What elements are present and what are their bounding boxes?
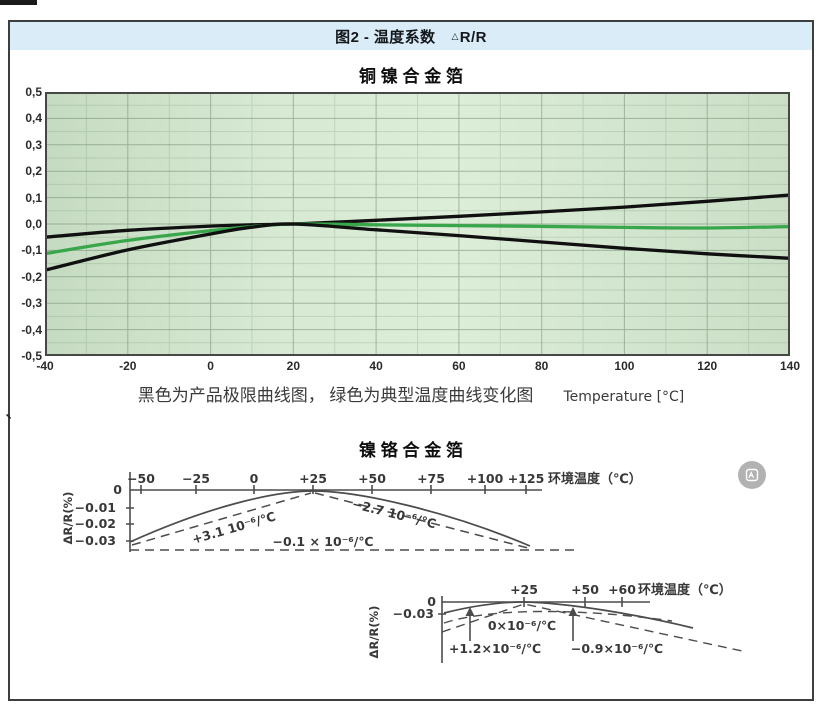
sketchB-xlabel: 环境温度（℃） (638, 582, 732, 598)
sketchB-x-tick: +25 (510, 582, 538, 597)
x-tick-label: 0 (207, 359, 214, 373)
stray-punctuation: 、 (5, 402, 23, 422)
sketchA-y-tick: −0.02 (75, 516, 116, 531)
sketchB-ylabel: ΔR/R(%) (367, 606, 381, 659)
sketchA-y-tick: −0.03 (75, 533, 116, 548)
sketchB-y-tick: −0.03 (393, 606, 434, 621)
sketchA-x-tick: +25 (299, 471, 327, 486)
sketchB-x-tick: +50 (571, 582, 599, 597)
x-tick-label: -20 (119, 359, 137, 373)
y-tick-label: -0,1 (21, 243, 42, 258)
sketchB-y-tick: 0 (427, 594, 436, 609)
chart1-x-axis-title: Temperature [°C] (563, 389, 685, 405)
sketchA-xlabel: 环境温度（℃） (548, 471, 642, 487)
curve-typical (45, 222, 790, 256)
sketchA-x-tick: −50 (127, 471, 155, 486)
x-tick-label: 120 (697, 359, 718, 373)
x-tick-label: 80 (534, 359, 549, 373)
figure-title: 图2 - 温度系数 △R/R (335, 26, 487, 47)
curve-lower-limit (45, 222, 790, 272)
sketchA-x-tick: +75 (417, 471, 445, 486)
y-tick-label: -0,4 (21, 322, 42, 337)
y-tick-label: 0,5 (25, 85, 42, 99)
ocr-icon-glyph (745, 468, 759, 482)
y-tick-label: -0,3 (21, 296, 42, 311)
sketchA-axes (126, 472, 542, 552)
y-tick-label: 0,0 (25, 217, 42, 231)
chart1-plot (45, 92, 790, 356)
sketchA-annotation: −0.1 × 10⁻⁶/℃ (273, 534, 374, 549)
sketchB-dashed-lines (441, 603, 743, 652)
sketchA-x-tick: 0 (250, 471, 259, 486)
sketchB-annotation: −0.9×10⁻⁶/℃ (571, 641, 663, 656)
y-tick-label: -0,5 (21, 349, 42, 363)
delta-symbol: △ (451, 30, 459, 41)
x-tick-label: 40 (369, 359, 383, 373)
sketchA-x-tick: −25 (182, 471, 210, 486)
sketchB-arrow-lines (469, 613, 574, 641)
sketchA-x-tick: +50 (358, 471, 386, 486)
y-tick-label: -0,2 (21, 269, 42, 284)
plot-border (45, 92, 790, 356)
y-tick-label: 0,1 (25, 190, 42, 205)
top-left-fragment (0, 0, 37, 5)
x-tick-label: 100 (614, 359, 635, 373)
y-tick-label: 0,3 (25, 137, 42, 152)
sketchB-annotation: +1.2×10⁻⁶/℃ (449, 641, 541, 656)
x-tick-label: 60 (452, 359, 466, 373)
sketchA-dashed-lines (130, 492, 575, 551)
y-tick-label: 0,4 (25, 111, 42, 126)
sketchB-x-tick: +60 (608, 582, 636, 597)
sketchA-solid-curve (129, 490, 531, 547)
sketchA-x-tick: +125 (508, 471, 545, 486)
chart1-caption-row: 黑色为产品极限曲线图， 绿色为典型温度曲线变化图 Temperature [°C… (0, 381, 822, 406)
x-tick-label: 140 (779, 359, 801, 373)
chart2-sketch: −50 −25 0 +25 +50 +75 +100 +125 环境温度（℃）0−0.01−0.… (61, 471, 743, 663)
figure-title-ratio: R/R (459, 28, 487, 46)
sketchA-annotation: +3.1 10⁻⁶/℃ (190, 509, 277, 547)
y-tick-label: 0,2 (25, 164, 42, 179)
x-tick-label: 20 (286, 359, 300, 373)
curve-upper-limit (45, 193, 790, 239)
ocr-icon[interactable] (738, 461, 766, 489)
chart1-title: 铜 镍 合 金 箔 (359, 67, 463, 86)
sketchB-solid-curve (443, 601, 694, 629)
sketchA-y-tick: 0 (113, 482, 122, 497)
chart2-title: 镍 铬 合 金 箔 (359, 441, 463, 460)
figure-header: 图2 - 温度系数 △R/R (10, 22, 812, 50)
x-tick-label: -40 (36, 359, 54, 373)
sketchA-y-tick: −0.01 (75, 500, 116, 515)
sketchA-ylabel: ΔR/R(%) (61, 492, 75, 545)
sketchA-annotation: −2.7 10⁻⁶/℃ (350, 496, 437, 531)
figure-title-text: 图2 - 温度系数 (335, 28, 436, 46)
sketchB-annotation: 0×10⁻⁶/℃ (488, 618, 556, 633)
chart1-caption: 黑色为产品极限曲线图， 绿色为典型温度曲线变化图 (137, 386, 534, 405)
sketchA-x-tick: +100 (467, 471, 504, 486)
